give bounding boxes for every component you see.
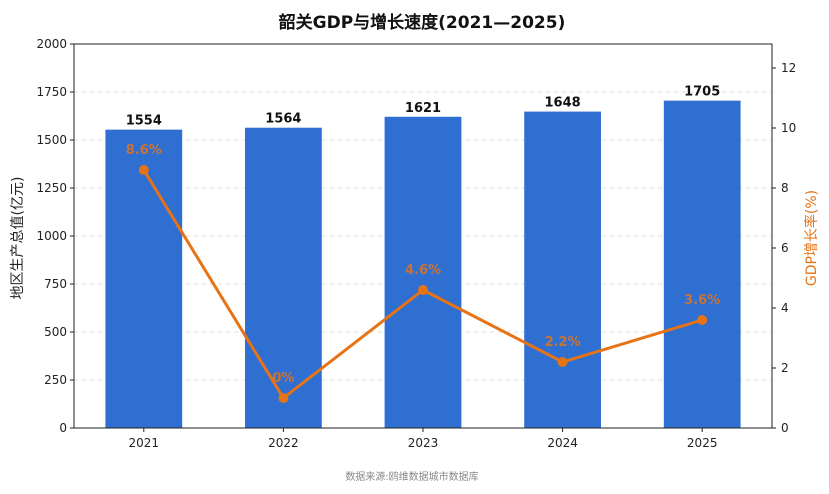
- chart-title: 韶关GDP与增长速度(2021—2025): [279, 12, 566, 33]
- right-y-tick-label: 12: [781, 61, 796, 75]
- growth-point-2024: [557, 357, 568, 367]
- growth-point-label: 4.6%: [405, 263, 441, 278]
- x-tick-label: 2024: [547, 436, 578, 450]
- left-y-tick-label: 750: [44, 277, 67, 291]
- left-y-tick-label: 1250: [36, 181, 67, 195]
- bar-2025: [663, 100, 741, 428]
- left-y-tick-label: 1000: [36, 229, 67, 243]
- bar-2024: [524, 111, 601, 429]
- right-y-axis-ticks: 0 2 4 6 8 10 12: [772, 61, 796, 435]
- growth-point-label: 3.6%: [684, 293, 720, 308]
- right-y-tick-label: 8: [781, 181, 789, 195]
- bar-series: [105, 100, 741, 429]
- bar-2021: [105, 129, 183, 428]
- right-y-axis-label: GDP增长率(%): [803, 190, 820, 286]
- bar-value-label: 1648: [545, 96, 581, 111]
- x-tick-label: 2022: [268, 436, 299, 450]
- left-y-tick-label: 2000: [36, 37, 67, 51]
- left-y-tick-label: 1750: [36, 85, 67, 99]
- left-y-tick-label: 500: [44, 325, 67, 339]
- bar-value-label: 1705: [684, 85, 720, 100]
- right-y-tick-label: 0: [781, 421, 789, 435]
- left-y-tick-label: 0: [59, 421, 67, 435]
- bar-value-label: 1564: [265, 112, 301, 127]
- growth-point-label: 2.2%: [545, 335, 581, 350]
- growth-point-2022: [278, 393, 289, 403]
- growth-line-series: 8.6% 0% 4.6% 2.2% 3.6%: [126, 143, 720, 403]
- x-tick-label: 2021: [129, 436, 160, 450]
- left-y-axis-ticks: 0 250 500 750 1000 1250 1500 1750 2000: [36, 37, 74, 435]
- source-note: 数据来源:鸥维数据城市数据库: [345, 470, 478, 483]
- left-y-tick-label: 1500: [36, 133, 67, 147]
- bar-2023: [384, 116, 462, 428]
- right-y-tick-label: 10: [781, 121, 796, 135]
- x-tick-label: 2023: [408, 436, 439, 450]
- growth-point-2025: [697, 315, 708, 325]
- growth-point-2023: [418, 285, 428, 295]
- bar-value-label: 1621: [405, 101, 441, 116]
- growth-point-label: 0%: [272, 371, 294, 386]
- right-y-tick-label: 4: [781, 301, 789, 315]
- growth-point-2021: [138, 165, 149, 175]
- left-y-axis-label: 地区生产总值(亿元): [10, 177, 26, 300]
- right-y-tick-label: 6: [781, 241, 789, 255]
- x-axis-ticks: 2021 2022 2023 2024 2025: [129, 428, 718, 450]
- x-tick-label: 2025: [687, 436, 718, 450]
- bar-value-label: 1554: [126, 114, 162, 129]
- right-y-tick-label: 2: [781, 361, 789, 375]
- left-y-tick-label: 250: [44, 373, 67, 387]
- bar-value-labels: 1554 1564 1621 1648 1705: [126, 85, 721, 129]
- growth-point-label: 8.6%: [126, 143, 162, 158]
